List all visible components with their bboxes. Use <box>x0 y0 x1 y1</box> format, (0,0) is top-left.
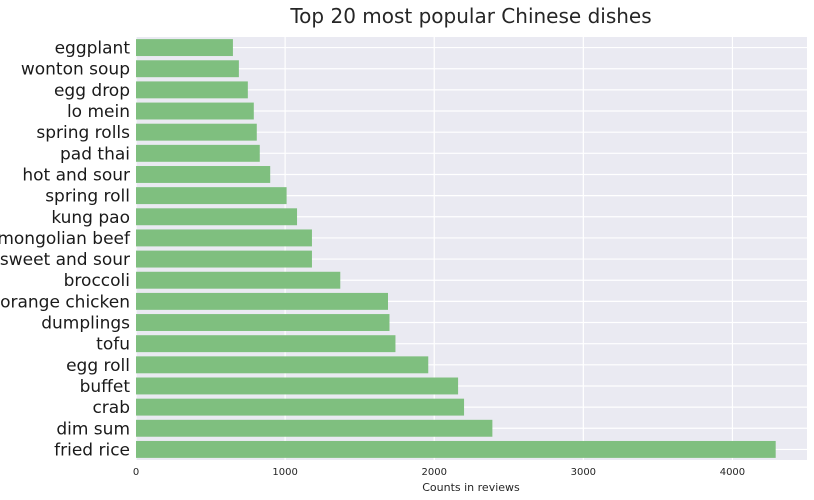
category-label: kung pao <box>51 208 130 228</box>
bar-eggplant <box>136 39 233 57</box>
bar-buffet <box>136 377 459 395</box>
bars <box>136 39 776 458</box>
bar-spring-roll <box>136 187 287 205</box>
bar-hot-and-sour <box>136 166 271 183</box>
bar-pad-thai <box>136 144 260 162</box>
category-label: pad thai <box>60 144 130 164</box>
bar-sweet-and-sour <box>136 250 312 268</box>
category-label: lo mein <box>67 102 130 122</box>
bar-broccoli <box>136 271 341 289</box>
bar-egg-drop <box>136 81 248 99</box>
x-tick-label: 1000 <box>272 467 297 478</box>
bar-dumplings <box>136 314 390 331</box>
x-tick-label: 3000 <box>571 467 596 478</box>
bar-orange-chicken <box>136 292 388 310</box>
bar-wonton-soup <box>136 60 239 78</box>
category-label: spring rolls <box>36 123 130 143</box>
category-label: egg drop <box>54 81 130 101</box>
category-label: buffet <box>80 377 131 397</box>
category-label: eggplant <box>55 39 131 59</box>
category-label: dumplings <box>41 314 130 334</box>
bar-fried-rice <box>136 440 776 458</box>
category-label: sweet and sour <box>0 250 130 270</box>
category-label: mongolian beef <box>0 229 131 249</box>
bar-spring-rolls <box>136 123 257 141</box>
x-axis-label: Counts in reviews <box>422 481 520 494</box>
category-label: spring roll <box>45 187 130 207</box>
x-tick-label: 0 <box>133 467 139 478</box>
category-label: crab <box>92 398 130 418</box>
bar-crab <box>136 398 465 416</box>
x-tick-labels: 0 1000 2000 3000 4000 <box>133 467 745 478</box>
bar-egg-roll <box>136 356 429 374</box>
plot-area <box>136 37 807 460</box>
x-tick-label: 4000 <box>720 467 745 478</box>
category-label: wonton soup <box>21 60 130 80</box>
bar-lo-mein <box>136 102 254 120</box>
category-label: egg roll <box>66 356 130 376</box>
bar-mongolian-beef <box>136 229 312 247</box>
x-tick-label: 2000 <box>421 467 446 478</box>
chart-title: Top 20 most popular Chinese dishes <box>289 4 651 28</box>
category-label: broccoli <box>64 271 130 291</box>
category-label: orange chicken <box>0 292 130 312</box>
bar-dim-sum <box>136 419 493 437</box>
category-label: fried rice <box>54 440 130 460</box>
bar-kung-pao <box>136 208 298 226</box>
category-label: dim sum <box>56 419 130 439</box>
category-label: tofu <box>96 335 130 355</box>
category-label: hot and sour <box>22 165 130 185</box>
bar-tofu <box>136 335 396 353</box>
